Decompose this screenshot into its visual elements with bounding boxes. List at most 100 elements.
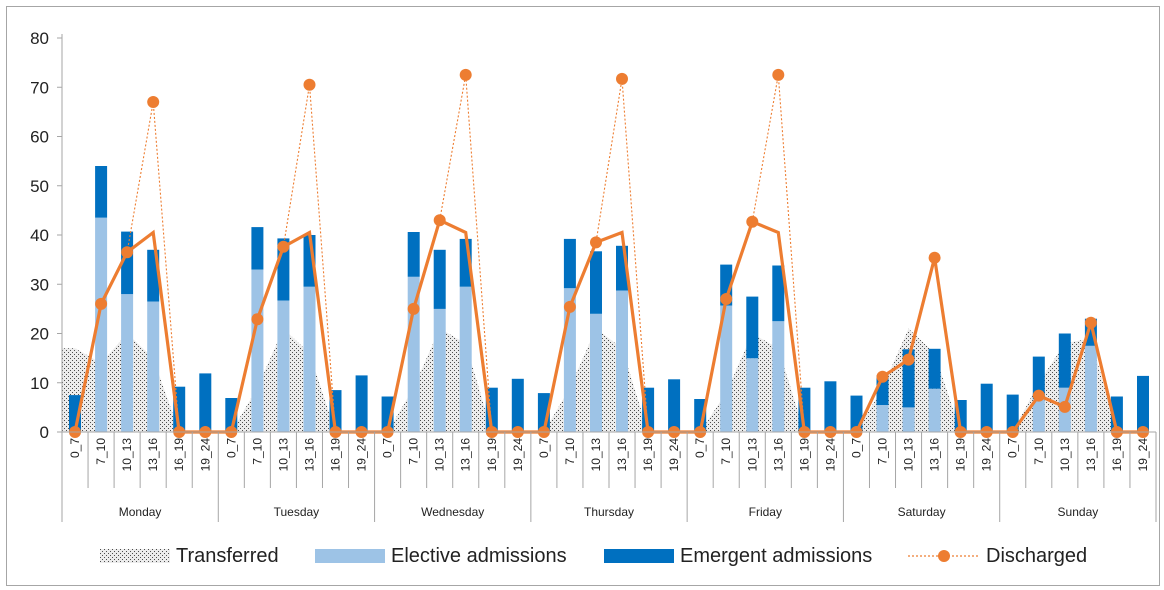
bar-elective-tuesday-7_10 — [251, 269, 264, 432]
legend-label-elective: Elective admissions — [391, 544, 567, 567]
discharged-point-tuesday-13_16 — [303, 78, 316, 91]
x-tick-label-wednesday-13_16: 13_16 — [459, 438, 473, 472]
y-tick-label-40: 40 — [30, 226, 49, 245]
x-tick-label-sunday-13_16: 13_16 — [1084, 438, 1098, 472]
bar-elective-wednesday-10_13 — [433, 308, 446, 432]
discharged-point-tuesday-10_13 — [277, 240, 290, 253]
x-tick-label-tuesday-0_7: 0_7 — [224, 438, 238, 458]
x-tick-label-tuesday-10_13: 10_13 — [276, 438, 290, 472]
legend-swatch-elective — [315, 549, 385, 563]
bar-emergent-friday-10_13 — [746, 296, 759, 359]
discharged-point-thursday-13_16 — [616, 72, 628, 85]
bar-elective-tuesday-10_13 — [277, 300, 290, 432]
legend-swatch-transferred — [100, 549, 170, 563]
x-tick-label-saturday-7_10: 7_10 — [876, 438, 890, 465]
legend-label-discharged: Discharged — [986, 544, 1088, 567]
y-tick-label-70: 70 — [30, 78, 49, 97]
bar-emergent-sunday-7_10 — [1032, 356, 1045, 399]
discharged-point-sunday-13_16 — [1084, 316, 1097, 329]
x-tick-label-wednesday-7_10: 7_10 — [407, 438, 421, 465]
discharged-point-thursday-10_13 — [590, 236, 602, 249]
day-label-thursday: Thursday — [584, 505, 634, 519]
chart-svg: 0 10 20 30 40 50 60 70 80 0_7 7_10 10_13 13_16 16_19 1… — [30, 29, 1157, 522]
bar-emergent-monday-19_24 — [199, 373, 212, 432]
y-tick-label-0: 0 — [40, 423, 49, 442]
bar-emergent-tuesday-19_24 — [355, 375, 368, 432]
bar-elective-tuesday-13_16 — [303, 286, 316, 432]
x-tick-label-thursday-19_24: 19_24 — [667, 438, 681, 472]
legend-item-elective: Elective admissions — [315, 541, 567, 571]
bar-elective-wednesday-7_10 — [407, 276, 420, 432]
x-tick-label-sunday-19_24: 19_24 — [1136, 438, 1150, 472]
y-tick-label-80: 80 — [30, 29, 49, 48]
discharged-point-monday-7_10 — [95, 297, 108, 310]
x-tick-label-friday-0_7: 0_7 — [693, 438, 707, 458]
bar-emergent-saturday-13_16 — [928, 348, 941, 389]
day-label-monday: Monday — [119, 505, 162, 519]
day-label-friday: Friday — [749, 505, 782, 519]
y-tick-label-10: 10 — [30, 374, 49, 393]
y-tick-label-60: 60 — [30, 128, 49, 147]
bar-elective-friday-10_13 — [746, 358, 759, 432]
y-tick-label-50: 50 — [30, 177, 49, 196]
bar-emergent-sunday-10_13 — [1058, 333, 1071, 388]
x-tick-label-friday-7_10: 7_10 — [719, 438, 733, 465]
bar-emergent-thursday-7_10 — [563, 238, 576, 289]
bar-emergent-thursday-10_13 — [590, 251, 602, 314]
x-tick-label-friday-13_16: 13_16 — [771, 438, 785, 472]
discharged-point-monday-13_16 — [147, 96, 160, 108]
legend-item-discharged: Discharged — [906, 541, 1087, 571]
bar-emergent-tuesday-7_10 — [251, 227, 264, 270]
axes-layer: 0 10 20 30 40 50 60 70 80 0_7 7_10 10_13 13_16 16_19 1… — [30, 29, 1157, 522]
legend-label-emergent: Emergent admissions — [680, 544, 873, 567]
bar-elective-thursday-10_13 — [590, 313, 602, 432]
x-tick-label-wednesday-10_13: 10_13 — [433, 438, 447, 472]
discharged-point-monday-10_13 — [121, 246, 134, 259]
bar-emergent-sunday-0_7 — [1006, 394, 1019, 432]
x-tick-label-thursday-16_19: 16_19 — [641, 438, 655, 472]
discharged-point-friday-13_16 — [772, 68, 785, 81]
x-tick-label-sunday-7_10: 7_10 — [1032, 438, 1046, 465]
y-tick-label-30: 30 — [30, 275, 49, 294]
bar-emergent-wednesday-19_24 — [511, 378, 524, 432]
x-tick-label-saturday-13_16: 13_16 — [928, 438, 942, 472]
day-label-sunday: Sunday — [1058, 505, 1099, 519]
x-tick-label-thursday-7_10: 7_10 — [563, 438, 577, 465]
bar-elective-monday-10_13 — [121, 294, 134, 432]
x-tick-label-sunday-0_7: 0_7 — [1006, 438, 1020, 458]
bar-elective-thursday-13_16 — [616, 290, 628, 432]
bar-elective-wednesday-13_16 — [459, 286, 472, 432]
bar-emergent-wednesday-10_13 — [433, 249, 446, 309]
bar-elective-friday-7_10 — [720, 305, 733, 432]
legend-label-transferred: Transferred — [176, 544, 279, 567]
x-tick-label-friday-10_13: 10_13 — [745, 438, 759, 472]
discharged-point-saturday-7_10 — [876, 370, 889, 383]
legend-swatch-discharged — [908, 550, 980, 562]
discharged-point-sunday-10_13 — [1058, 400, 1071, 413]
chart-frame — [6, 6, 1160, 586]
x-tick-label-monday-19_24: 19_24 — [198, 438, 212, 472]
x-tick-label-wednesday-19_24: 19_24 — [511, 438, 525, 472]
x-tick-label-sunday-16_19: 16_19 — [1110, 438, 1124, 472]
y-tick-label-20: 20 — [30, 325, 49, 344]
x-tick-label-monday-16_19: 16_19 — [172, 438, 186, 472]
x-tick-label-tuesday-16_19: 16_19 — [329, 438, 343, 472]
legend-item-emergent: Emergent admissions — [604, 541, 872, 571]
x-tick-label-monday-7_10: 7_10 — [94, 438, 108, 465]
discharged-point-thursday-7_10 — [563, 300, 576, 313]
day-label-saturday: Saturday — [898, 505, 946, 519]
x-tick-label-friday-16_19: 16_19 — [797, 438, 811, 472]
discharged-point-sunday-7_10 — [1032, 389, 1045, 402]
x-tick-label-saturday-19_24: 19_24 — [980, 438, 994, 472]
bar-elective-saturday-7_10 — [876, 404, 889, 432]
discharged-point-saturday-10_13 — [902, 353, 915, 366]
bar-emergent-friday-19_24 — [824, 381, 837, 432]
day-label-tuesday: Tuesday — [274, 505, 320, 519]
discharged-point-friday-7_10 — [720, 293, 733, 305]
discharged-point-wednesday-10_13 — [433, 214, 446, 227]
discharged-point-saturday-13_16 — [928, 251, 941, 264]
x-tick-label-tuesday-19_24: 19_24 — [355, 438, 369, 472]
bar-elective-sunday-7_10 — [1032, 399, 1045, 432]
x-tick-label-wednesday-0_7: 0_7 — [381, 438, 395, 458]
discharged-point-friday-10_13 — [746, 215, 759, 228]
